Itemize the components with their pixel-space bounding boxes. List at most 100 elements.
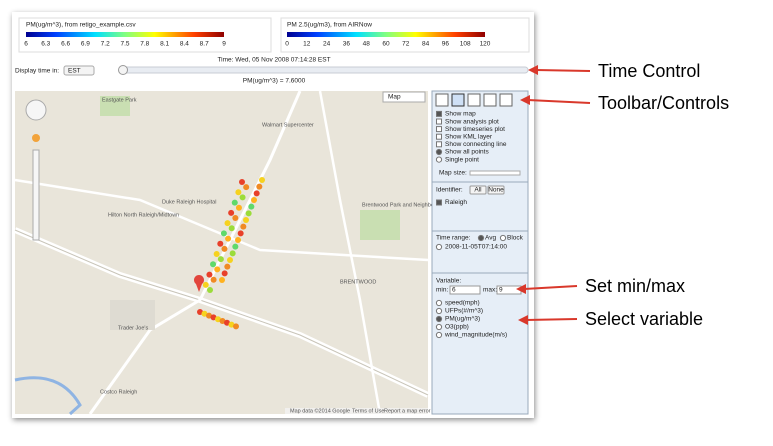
option-label: Single point — [445, 156, 479, 163]
colorbar-tick-label: 48 — [363, 41, 371, 48]
mode-label: Block — [507, 235, 524, 242]
place-label: Duke Raleigh Hospital — [162, 199, 216, 205]
tool-select[interactable] — [499, 93, 513, 107]
map[interactable]: Map Eastgate Park Walmart Supercenter Hilt… — [13, 90, 466, 416]
pan-control[interactable] — [25, 99, 47, 121]
data-point — [239, 194, 246, 201]
data-point — [217, 256, 224, 263]
place-label: Costco Raleigh — [100, 389, 137, 395]
radio[interactable] — [435, 331, 443, 339]
checkbox[interactable] — [436, 110, 442, 117]
arrow-head — [516, 284, 526, 294]
data-points — [197, 177, 265, 330]
checkbox[interactable] — [436, 133, 442, 140]
colorbar-tick-label: 8.4 — [180, 41, 189, 48]
tool-plot[interactable] — [483, 93, 497, 107]
zoom-control[interactable] — [32, 149, 40, 241]
colorbar-tick-label: 6.6 — [61, 41, 70, 48]
checkbox[interactable] — [436, 199, 442, 206]
data-point — [210, 261, 217, 268]
colorbar-tick-label: 36 — [343, 41, 351, 48]
attribution-link[interactable]: Terms of Use — [352, 408, 384, 414]
time-slider[interactable] — [119, 66, 529, 74]
building — [110, 300, 155, 330]
data-point — [239, 179, 245, 185]
data-point — [219, 277, 225, 283]
time-range-item: 2008-11-05T07:14:00 — [445, 244, 507, 251]
arrow-shaft — [535, 69, 591, 72]
timezone-value: EST — [68, 68, 81, 75]
data-point — [219, 318, 226, 324]
variable-option: UFPs(#/m^3) — [445, 308, 483, 315]
data-point — [231, 199, 238, 206]
data-point — [243, 217, 249, 223]
map-type-button[interactable] — [382, 91, 426, 103]
colorbar-tick-label: 6.9 — [81, 41, 90, 48]
data-point — [210, 314, 217, 321]
checkbox[interactable] — [436, 141, 442, 148]
variable-label: Variable: — [436, 278, 461, 285]
tool-home[interactable] — [435, 93, 449, 107]
annotation-label: Set min/max — [585, 276, 685, 296]
park — [100, 96, 130, 116]
radio[interactable] — [435, 243, 443, 251]
colorbar-tick-label: 96 — [442, 41, 450, 48]
time-label: Time: Wed, 05 Nov 2008 07:14:28 EST — [217, 57, 330, 64]
radio[interactable] — [435, 307, 443, 315]
data-point — [206, 271, 213, 278]
radio[interactable] — [499, 234, 507, 242]
attribution-link[interactable]: Report a map error — [384, 408, 431, 414]
radio[interactable] — [435, 299, 443, 307]
data-point — [202, 281, 209, 288]
control-panel — [431, 90, 529, 415]
tool-pan[interactable] — [451, 93, 465, 107]
identifier-item: Raleigh — [445, 199, 467, 206]
variable-option: O3(ppb) — [445, 324, 469, 331]
data-point — [225, 235, 232, 242]
radio[interactable] — [477, 234, 485, 242]
radio[interactable] — [435, 323, 443, 331]
checkbox[interactable] — [436, 126, 442, 133]
attribution-bar — [285, 408, 428, 414]
checkbox[interactable] — [436, 118, 442, 125]
place-label: BRENTWOOD — [340, 279, 376, 285]
colorbar — [287, 32, 485, 37]
data-point — [235, 237, 241, 243]
data-point — [224, 220, 231, 227]
colorbar-tick-label: 7.5 — [120, 41, 129, 48]
data-point — [215, 316, 221, 323]
data-point — [259, 177, 265, 183]
radio[interactable] — [435, 315, 443, 323]
map-size-slider[interactable] — [469, 170, 521, 176]
timezone-select[interactable] — [63, 65, 95, 76]
radio[interactable] — [435, 156, 443, 163]
annotations: Time Control Toolbar/Controls Set min/max S… — [516, 61, 729, 329]
data-point — [248, 203, 255, 210]
arrow-shaft — [523, 285, 578, 290]
place-label: Hilton North Raleigh/Midtown — [108, 212, 179, 218]
min-input[interactable] — [449, 285, 481, 295]
colorbar-tick-label: 60 — [382, 41, 390, 48]
place-label: Brentwood Park and Neighborhood Center — [362, 202, 466, 208]
arrow-shaft — [527, 99, 591, 104]
marker[interactable] — [194, 275, 205, 292]
colorbar-tick-label: 12 — [303, 41, 311, 48]
road — [88, 90, 302, 415]
place-label: Trader Joe's — [118, 325, 148, 331]
tool-marker[interactable] — [467, 93, 481, 107]
colorbar-tick-label: 8.1 — [160, 41, 169, 48]
colorbar-ticks: 6 6.3 6.6 6.9 7.2 7.5 7.8 8.1 8.4 8.7 9 0 12 24 36 48 60… — [24, 41, 491, 48]
button[interactable] — [469, 185, 487, 195]
option-label: Show analysis plot — [445, 118, 499, 125]
data-point — [221, 270, 228, 277]
slider-handle[interactable] — [118, 65, 128, 75]
colorbar-tick-label: 9 — [222, 41, 226, 48]
colorbar-tick-label: 108 — [460, 41, 471, 48]
street-view-pegman[interactable] — [32, 134, 40, 142]
button[interactable] — [487, 185, 505, 195]
min-label: min: — [436, 287, 448, 294]
road — [14, 178, 429, 262]
radio[interactable] — [435, 148, 443, 156]
option-label: Show timeseries plot — [445, 126, 505, 133]
max-value: 9 — [499, 287, 503, 294]
